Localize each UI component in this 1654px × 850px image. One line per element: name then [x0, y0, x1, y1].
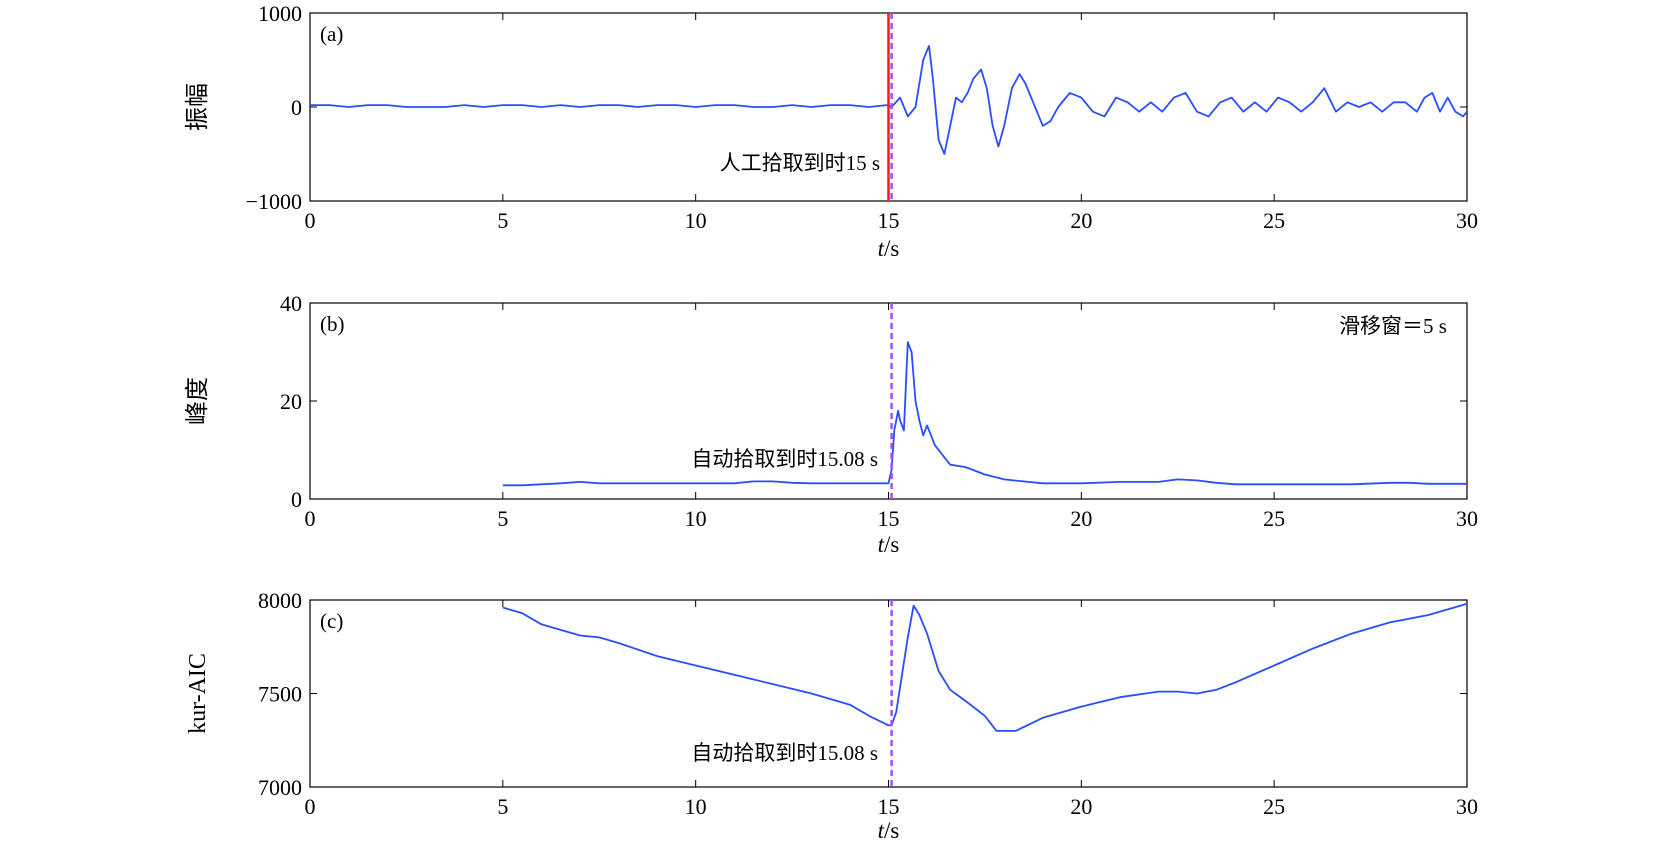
x-tick-label: 30 [1456, 794, 1478, 819]
plot-frame [309, 599, 1468, 788]
x-tick-label: 25 [1263, 794, 1285, 819]
series-line-0 [310, 45, 1468, 155]
x-tick-label: 15 [878, 794, 900, 819]
x-tick-label: 30 [1456, 208, 1478, 233]
x-tick-label: 30 [1456, 506, 1478, 531]
x-tick-label: 20 [1070, 208, 1092, 233]
panel-label: (c) [320, 609, 343, 633]
x-axis-label: t/s [878, 236, 900, 261]
series-line-0 [502, 341, 1467, 487]
window-note: 滑移窗＝5 s [1339, 314, 1447, 338]
x-tick-label: 0 [305, 208, 316, 233]
y-tick-label: 7500 [258, 682, 302, 707]
x-tick-label: 15 [878, 208, 900, 233]
x-axis-label-unit: /s [884, 532, 899, 557]
y-axis-label: 振幅 [184, 83, 211, 131]
panel-c: 0 5 10 15 20 25 30 7000 7500 8000 t/s kur-AIC (c) 自动拾… [185, 588, 1478, 843]
x-tick-label: 0 [305, 506, 316, 531]
x-axis-label-variable: t [878, 236, 885, 261]
x-tick-label: 20 [1070, 506, 1092, 531]
y-tick-label: 1000 [258, 1, 302, 26]
x-axis-label-unit: /s [884, 236, 899, 261]
pick-annotation: 自动拾取到时15.08 s [691, 741, 878, 765]
x-axis-label: t/s [878, 818, 900, 843]
x-tick-label: 20 [1070, 794, 1092, 819]
x-tick-label: 10 [685, 794, 707, 819]
y-tick-label: 20 [280, 389, 302, 414]
x-tick-label: 10 [685, 208, 707, 233]
x-tick-label: 5 [497, 794, 508, 819]
pick-annotation: 自动拾取到时15.08 s [691, 447, 878, 471]
pick-annotation: 人工拾取到时15 s [720, 151, 880, 175]
x-axis-label-variable: t [878, 532, 885, 557]
series-line-0 [502, 602, 1468, 732]
panel-label: (b) [320, 312, 345, 336]
y-tick-label: 8000 [258, 588, 302, 613]
x-axis-label-variable: t [878, 818, 885, 843]
x-tick-label: 5 [497, 208, 508, 233]
y-tick-label: 0 [291, 487, 302, 512]
y-tick-label: 7000 [258, 775, 302, 800]
y-tick-label: −1000 [246, 189, 302, 214]
y-tick-label: 0 [291, 95, 302, 120]
x-tick-label: 0 [305, 794, 316, 819]
panel-b: 0 5 10 15 20 25 30 0 20 40 t/s 峰度 (b) 滑移窗＝5 s 自动拾取到时15… [184, 291, 1478, 557]
x-tick-label: 15 [878, 506, 900, 531]
plot-frame [309, 302, 1468, 500]
y-axis-label: 峰度 [184, 377, 211, 425]
x-axis-label-unit: /s [884, 818, 899, 843]
x-tick-label: 25 [1263, 506, 1285, 531]
y-axis-label: kur-AIC [185, 653, 211, 734]
panel-label: (a) [320, 22, 343, 46]
x-axis-label: t/s [878, 532, 900, 557]
x-tick-label: 10 [685, 506, 707, 531]
x-tick-label: 5 [497, 506, 508, 531]
y-tick-label: 40 [280, 291, 302, 316]
x-tick-label: 25 [1263, 208, 1285, 233]
